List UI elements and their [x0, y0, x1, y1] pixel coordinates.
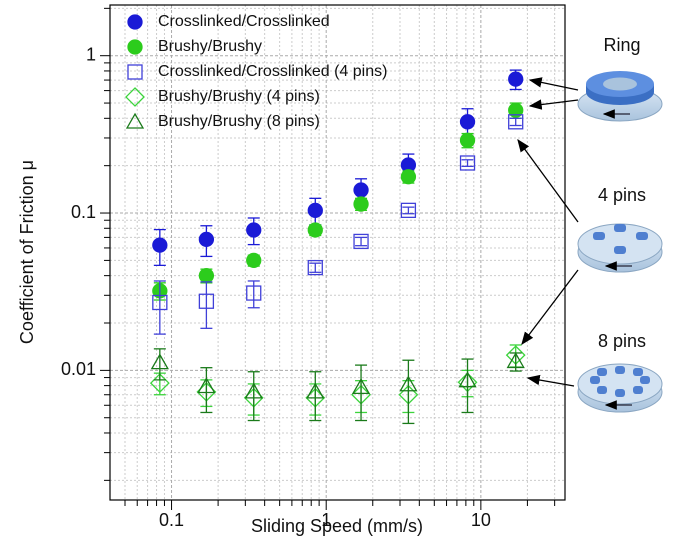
point [306, 382, 325, 399]
plot-frame [109, 4, 566, 501]
annotation: Ring [603, 35, 640, 55]
point [244, 382, 263, 399]
legend-entry: Crosslinked/Crosslinked [127, 13, 330, 30]
point [508, 71, 524, 87]
annotation: 8 pins [598, 331, 646, 351]
x-axis-label: Sliding Speed (mm/s) [251, 516, 423, 536]
point [150, 353, 169, 370]
legend-label: Brushy/Brushy (4 pins) [158, 88, 320, 105]
legend-marker [125, 87, 145, 107]
legend-marker [127, 39, 143, 55]
point [307, 222, 323, 238]
x-tick-label: 0.1 [159, 510, 184, 530]
point [246, 252, 262, 269]
legend-entry: Crosslinked/Crosslinked (4 pins) [127, 63, 387, 80]
legend-label: Brushy/Brushy [158, 38, 262, 55]
legend-entry: Brushy/Brushy (8 pins) [125, 112, 320, 130]
point [198, 293, 215, 309]
point [246, 222, 262, 238]
point [197, 377, 216, 394]
x-tick-label: 10 [471, 510, 491, 530]
annotation: 4 pins [598, 185, 646, 205]
y-tick-label: 0.01 [61, 359, 96, 379]
point [400, 202, 417, 219]
point [459, 114, 476, 130]
arrows [517, 77, 579, 387]
point [458, 371, 477, 388]
legend-entry: Brushy/Brushy [127, 38, 262, 55]
point [508, 102, 524, 118]
point [508, 114, 524, 130]
point [353, 233, 369, 250]
point [351, 378, 371, 394]
legend-label: Crosslinked/Crosslinked [158, 13, 330, 30]
eight-pin-illustration [577, 363, 663, 413]
point [152, 237, 168, 253]
point [459, 132, 476, 148]
y-axis-label: Coefficient of Friction μ [17, 160, 37, 344]
point [399, 375, 418, 392]
point [307, 259, 323, 276]
legend-marker [125, 112, 145, 129]
four-pin-illustration [577, 223, 663, 273]
y-tick-label: 0.1 [71, 202, 96, 222]
x-tick-label: 1 [321, 510, 331, 530]
point [400, 169, 417, 185]
point [152, 294, 168, 311]
point [198, 231, 215, 248]
legend-label: Brushy/Brushy (8 pins) [158, 113, 320, 130]
ring-illustration [577, 71, 663, 122]
legend-label: Crosslinked/Crosslinked (4 pins) [158, 63, 387, 80]
point [353, 196, 369, 212]
point [246, 285, 262, 301]
point [353, 182, 369, 198]
legend-entry: Brushy/Brushy (4 pins) [125, 87, 320, 107]
point [307, 202, 323, 219]
point [506, 352, 525, 369]
y-tick-label: 1 [86, 44, 96, 64]
legend-marker [127, 14, 143, 30]
point [459, 155, 476, 171]
plot-area [110, 5, 565, 500]
point [198, 267, 215, 284]
legend-marker [127, 64, 143, 80]
